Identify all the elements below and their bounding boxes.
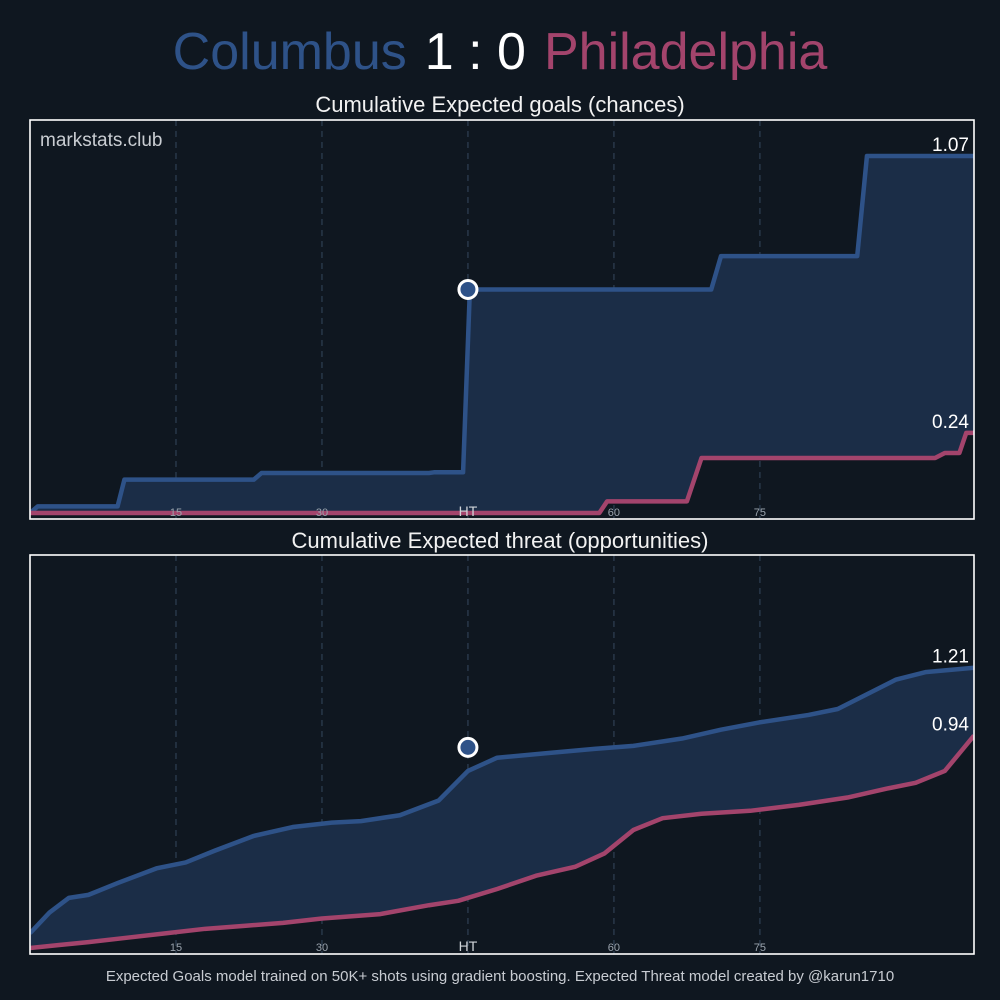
xt-tick-label: 75 [754, 942, 766, 954]
xt-tick-label: HT [459, 938, 478, 954]
xg-area-between [30, 156, 974, 513]
xt-tick-label: 60 [608, 942, 620, 954]
xt-goal-marker [457, 736, 479, 758]
xt-end-value-columbus: 1.21 [932, 647, 969, 668]
watermark: markstats.club [40, 130, 162, 151]
xg-tick-label: HT [459, 503, 478, 519]
xt-frame [29, 554, 975, 955]
xt-line-philadelphia [30, 734, 974, 951]
xg-end-value-philadelphia: 0.24 [932, 412, 969, 433]
xg-tick-label: 15 [170, 507, 182, 519]
xt-tick-label: 30 [316, 942, 328, 954]
xg-line-columbus [30, 153, 974, 515]
footer-credits: Expected Goals model trained on 50K+ sho… [105, 968, 895, 985]
xg-plot: 15 30 HT 60 75 1.07 0.24 markstats.club [29, 119, 975, 520]
home-team-name: Columbus [172, 23, 407, 81]
xg-line-philadelphia [30, 430, 974, 516]
xt-tick-label: 15 [170, 942, 182, 954]
xg-tick-label: 75 [754, 507, 766, 519]
xg-tick-label: 30 [316, 507, 328, 519]
xg-chart-title: Cumulative Expected goals (chances) [315, 92, 685, 117]
xg-tick-label: 60 [608, 507, 620, 519]
xt-area-between [30, 667, 974, 948]
xt-chart-title: Cumulative Expected threat (opportunitie… [291, 528, 709, 553]
xg-frame [29, 119, 975, 520]
xg-goal-marker [457, 278, 479, 300]
xt-plot: 15 30 HT 60 75 1.21 0.94 [29, 554, 975, 955]
xg-end-value-columbus: 1.07 [932, 135, 969, 156]
xt-line-columbus [30, 665, 974, 935]
match-header: Columbus 1 : 0 Philadelphia [0, 22, 1000, 82]
xt-end-value-philadelphia: 0.94 [932, 715, 969, 736]
away-team-name: Philadelphia [543, 23, 828, 81]
match-score: 1 : 0 [424, 23, 526, 81]
